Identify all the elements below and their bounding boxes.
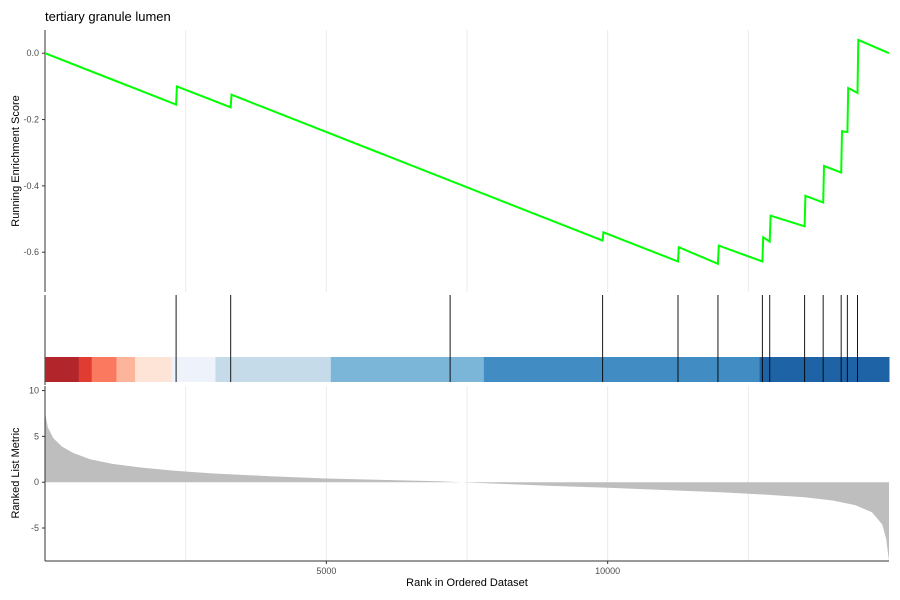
color-bar-segment <box>171 357 216 382</box>
enrichment-y-tick-label: 0.0 <box>26 48 39 58</box>
color-bar-segment <box>78 357 93 382</box>
color-bar-segment <box>135 357 173 382</box>
ranked-y-axis-title: Ranked List Metric <box>10 427 22 519</box>
enrichment-panel: 0.0 -0.2 -0.4 -0.6 Running Enrichment Score <box>10 30 890 292</box>
x-tick-label: 5000 <box>316 566 336 576</box>
color-bar-segment <box>45 357 80 382</box>
hits-panel <box>44 295 890 385</box>
color-bar-segment <box>215 357 332 382</box>
ranked-y-tick-label: -5 <box>31 523 39 533</box>
ranked-gridlines <box>185 386 749 561</box>
ranked-y-tick-label: 10 <box>29 386 39 396</box>
enrichment-y-tick-label: -0.4 <box>23 181 39 191</box>
color-bar-segment <box>116 357 136 382</box>
enrichment-y-tick-label: -0.2 <box>23 115 39 125</box>
x-axis-title: Rank in Ordered Dataset <box>406 577 528 589</box>
running-enrichment-line <box>44 38 890 266</box>
enrichment-y-axis-title: Running Enrichment Score <box>10 95 22 226</box>
ranked-y-tick-label: 0 <box>34 477 39 487</box>
ranked-metric-panel: 10 5 0 -5 5000 10000 Ranked List Metric Rank… <box>10 386 889 589</box>
ranked-x-ticks: 5000 10000 <box>316 561 620 576</box>
color-bar-segment <box>330 357 485 382</box>
color-bar-segment <box>483 357 761 382</box>
color-bar-segment <box>91 357 117 382</box>
ranked-y-ticks: 10 5 0 -5 <box>29 386 45 533</box>
ranked-metric-area <box>45 412 889 561</box>
enrichment-y-ticks: 0.0 -0.2 -0.4 -0.6 <box>23 48 45 257</box>
gene-hit-marks <box>175 295 858 382</box>
chart-title: tertiary granule lumen <box>45 9 171 24</box>
enrichment-gridlines <box>185 30 749 292</box>
x-tick-label: 10000 <box>595 566 620 576</box>
color-bar-segment <box>759 357 890 382</box>
ranked-y-tick-label: 5 <box>34 431 39 441</box>
ranked-color-bar <box>45 357 890 382</box>
enrichment-y-tick-label: -0.6 <box>23 247 39 257</box>
